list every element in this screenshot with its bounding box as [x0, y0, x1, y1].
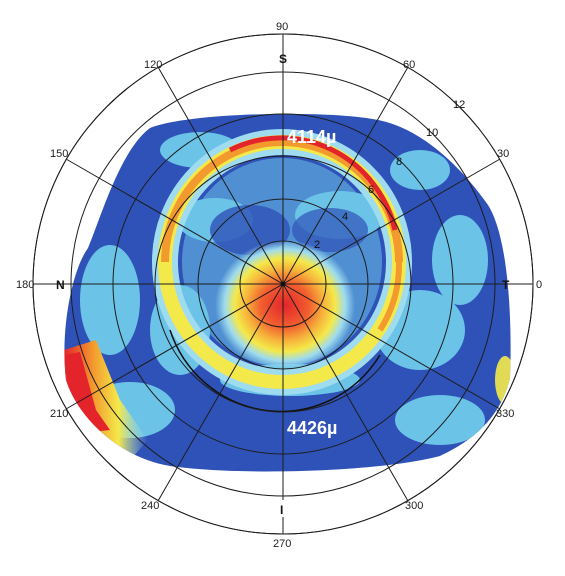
- ring-label-8: 8: [396, 156, 402, 168]
- bottom-thickness-annotation: 4426µ: [287, 418, 337, 438]
- top-thickness-annotation: 4114µ: [287, 127, 336, 147]
- ring-label-4: 4: [342, 211, 348, 223]
- degree-label-180: 180: [16, 279, 34, 291]
- direction-temporal: T: [502, 278, 510, 292]
- degree-label-330: 330: [496, 408, 514, 420]
- degree-label-60: 60: [403, 59, 415, 71]
- direction-nasal: N: [56, 278, 65, 292]
- degree-label-150: 150: [50, 148, 68, 160]
- degree-label-30: 30: [497, 148, 509, 160]
- ring-label-2: 2: [314, 239, 320, 251]
- ring-label-6: 6: [368, 184, 374, 196]
- degree-label-0: 0: [536, 279, 542, 291]
- degree-labels: 0 30 60 90 120 150 180 210 240 270 300 3…: [16, 21, 542, 550]
- direction-inferior: I: [280, 503, 283, 517]
- center-point: [280, 281, 286, 287]
- degree-label-240: 240: [141, 500, 159, 512]
- ring-label-12: 12: [453, 99, 465, 111]
- degree-label-90: 90: [276, 21, 288, 33]
- degree-label-120: 120: [144, 59, 162, 71]
- degree-label-300: 300: [405, 500, 423, 512]
- direction-superior: S: [279, 52, 287, 66]
- degree-label-210: 210: [50, 408, 68, 420]
- direction-labels: S N T I: [56, 52, 510, 517]
- ring-label-10: 10: [426, 127, 438, 139]
- degree-label-270: 270: [273, 538, 291, 550]
- ring-labels: 2 4 6 8 10 12: [314, 99, 465, 251]
